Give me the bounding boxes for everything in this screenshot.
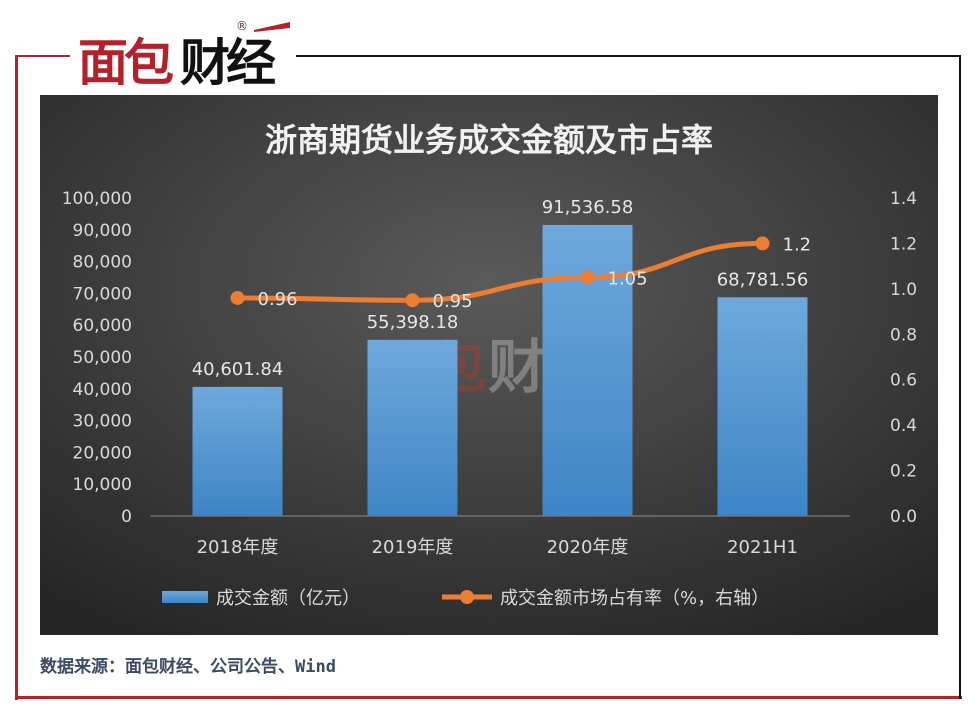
line-data-label: 0.95 — [433, 291, 473, 312]
bar-data-label: 40,601.84 — [192, 359, 284, 380]
y-left-tick-label: 40,000 — [73, 380, 132, 400]
legend-bar-swatch — [162, 591, 208, 603]
frame-right-border — [959, 55, 961, 699]
x-tick-label: 2018年度 — [197, 537, 279, 558]
frame-bottom-border — [15, 696, 962, 699]
svg-text:面包: 面包 — [78, 34, 173, 86]
line-series — [237, 240, 763, 303]
line-point — [580, 270, 595, 285]
y-left-tick-label: 30,000 — [73, 412, 132, 432]
bar-data-label: 55,398.18 — [367, 312, 459, 333]
line-point — [230, 290, 245, 305]
svg-text:®: ® — [236, 19, 248, 33]
y-right-tick-label: 0.8 — [890, 325, 917, 345]
frame-left-border — [15, 55, 18, 700]
chart: 浙商期货业务成交金额及市占率 面包 财经 010,00020,00030,000… — [40, 95, 938, 635]
logo: 面包 财经 ® — [78, 19, 290, 86]
y-left-tick-label: 10,000 — [73, 475, 132, 495]
legend-bar-label: 成交金额（亿元） — [216, 588, 360, 609]
y-left-tick-label: 60,000 — [73, 316, 132, 336]
y-right-tick-label: 1.2 — [890, 234, 917, 254]
y-left-tick-label: 80,000 — [73, 253, 132, 273]
y-left-tick-label: 90,000 — [73, 221, 132, 241]
x-tick-label: 2019年度 — [372, 537, 454, 558]
frame-top-accent — [15, 55, 70, 57]
y-left-tick-label: 0 — [121, 507, 132, 527]
y-right-tick-label: 0.0 — [890, 507, 917, 527]
y-left-tick-label: 20,000 — [73, 443, 132, 463]
y-right-tick-label: 0.2 — [890, 462, 917, 482]
y-left-tick-label: 70,000 — [73, 284, 132, 304]
y-right-tick-label: 0.4 — [890, 416, 917, 436]
legend-line-marker — [460, 590, 474, 604]
x-tick-label: 2020年度 — [547, 537, 629, 558]
frame-top-border — [296, 55, 961, 57]
y-right-tick-label: 1.0 — [890, 280, 917, 300]
y-right-tick-label: 1.4 — [890, 189, 917, 209]
y-left-tick-label: 100,000 — [62, 189, 132, 209]
bar — [192, 386, 283, 516]
line-data-label: 1.05 — [608, 269, 648, 290]
legend-line-label: 成交金额市场占有率（%，右轴） — [500, 588, 769, 609]
y-left-tick-label: 50,000 — [73, 348, 132, 368]
y-right-tick-label: 0.6 — [890, 371, 917, 391]
line-data-label: 1.2 — [783, 234, 812, 255]
line-point — [405, 293, 420, 308]
bar — [717, 297, 808, 516]
x-tick-label: 2021H1 — [727, 537, 798, 558]
chart-title: 浙商期货业务成交金额及市占率 — [265, 121, 713, 159]
bar-data-label: 68,781.56 — [717, 269, 809, 290]
bar-data-label: 91,536.58 — [542, 197, 634, 218]
source-note: 数据来源：面包财经、公司公告、Wind — [40, 657, 336, 677]
line-data-label: 0.96 — [258, 289, 298, 310]
bar — [367, 339, 458, 516]
svg-text:财经: 财经 — [180, 34, 276, 86]
line-point — [755, 236, 770, 251]
